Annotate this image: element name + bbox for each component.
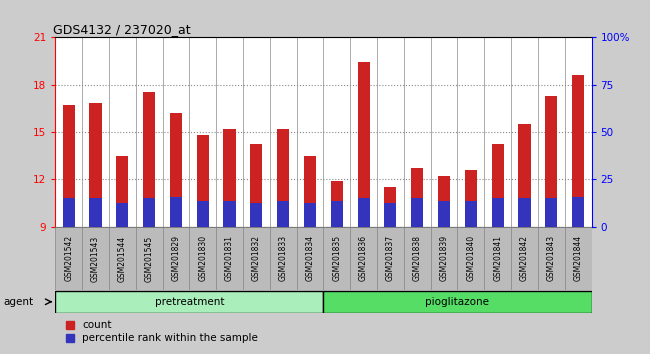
- Bar: [411, 198, 423, 227]
- Bar: [136, 227, 162, 290]
- Bar: [358, 198, 370, 227]
- Text: GSM201545: GSM201545: [144, 235, 153, 281]
- Bar: [90, 103, 101, 227]
- Text: GSM201835: GSM201835: [332, 235, 341, 281]
- Legend: count, percentile rank within the sample: count, percentile rank within the sample: [66, 320, 258, 343]
- Bar: [411, 168, 423, 227]
- Bar: [511, 227, 538, 290]
- Bar: [224, 129, 235, 227]
- Bar: [270, 227, 296, 290]
- Bar: [170, 113, 182, 227]
- Text: GSM201543: GSM201543: [91, 235, 100, 281]
- Bar: [572, 75, 584, 227]
- Bar: [116, 155, 128, 227]
- Bar: [243, 227, 270, 290]
- Bar: [304, 203, 316, 227]
- Bar: [197, 135, 209, 227]
- Bar: [224, 201, 235, 227]
- Text: GSM201834: GSM201834: [306, 235, 315, 281]
- Bar: [465, 170, 477, 227]
- Bar: [350, 227, 377, 290]
- Text: GSM201844: GSM201844: [573, 235, 582, 281]
- Bar: [545, 198, 557, 227]
- Bar: [572, 196, 584, 227]
- Text: GSM201544: GSM201544: [118, 235, 127, 281]
- Bar: [519, 198, 530, 227]
- Bar: [384, 203, 396, 227]
- Bar: [519, 124, 530, 227]
- Bar: [116, 203, 128, 227]
- Text: GSM201838: GSM201838: [413, 235, 422, 281]
- Bar: [565, 227, 592, 290]
- Bar: [430, 227, 458, 290]
- Text: GSM201840: GSM201840: [466, 235, 475, 281]
- Bar: [143, 92, 155, 227]
- Text: GSM201542: GSM201542: [64, 235, 73, 281]
- Bar: [55, 291, 324, 313]
- Bar: [438, 176, 450, 227]
- Text: GSM201836: GSM201836: [359, 235, 368, 281]
- Text: GSM201837: GSM201837: [386, 235, 395, 281]
- Bar: [324, 291, 592, 313]
- Bar: [55, 227, 82, 290]
- Text: pioglitazone: pioglitazone: [426, 297, 489, 307]
- Bar: [404, 227, 430, 290]
- Bar: [189, 227, 216, 290]
- Text: GSM201831: GSM201831: [225, 235, 234, 281]
- Bar: [277, 201, 289, 227]
- Bar: [484, 227, 511, 290]
- Bar: [491, 144, 504, 227]
- Text: GSM201841: GSM201841: [493, 235, 502, 281]
- Bar: [491, 198, 504, 227]
- Bar: [324, 227, 350, 290]
- Bar: [538, 227, 565, 290]
- Bar: [143, 198, 155, 227]
- Text: GSM201830: GSM201830: [198, 235, 207, 281]
- Bar: [216, 227, 243, 290]
- Text: pretreatment: pretreatment: [155, 297, 224, 307]
- Bar: [250, 203, 263, 227]
- Text: GDS4132 / 237020_at: GDS4132 / 237020_at: [53, 23, 190, 36]
- Bar: [197, 201, 209, 227]
- Bar: [377, 227, 404, 290]
- Bar: [358, 62, 370, 227]
- Text: GSM201833: GSM201833: [279, 235, 288, 281]
- Bar: [331, 181, 343, 227]
- Text: GSM201839: GSM201839: [439, 235, 448, 281]
- Bar: [250, 144, 263, 227]
- Bar: [82, 227, 109, 290]
- Bar: [438, 201, 450, 227]
- Text: GSM201832: GSM201832: [252, 235, 261, 281]
- Bar: [62, 105, 75, 227]
- Text: GSM201843: GSM201843: [547, 235, 556, 281]
- Bar: [458, 227, 484, 290]
- Bar: [331, 201, 343, 227]
- Bar: [109, 227, 136, 290]
- Text: agent: agent: [4, 297, 34, 307]
- Bar: [90, 198, 101, 227]
- Bar: [296, 227, 324, 290]
- Bar: [304, 155, 316, 227]
- Bar: [465, 201, 477, 227]
- Bar: [62, 198, 75, 227]
- Bar: [384, 187, 396, 227]
- Bar: [162, 227, 189, 290]
- Text: GSM201829: GSM201829: [172, 235, 181, 281]
- Bar: [170, 196, 182, 227]
- Bar: [545, 96, 557, 227]
- Text: GSM201842: GSM201842: [520, 235, 529, 281]
- Bar: [277, 129, 289, 227]
